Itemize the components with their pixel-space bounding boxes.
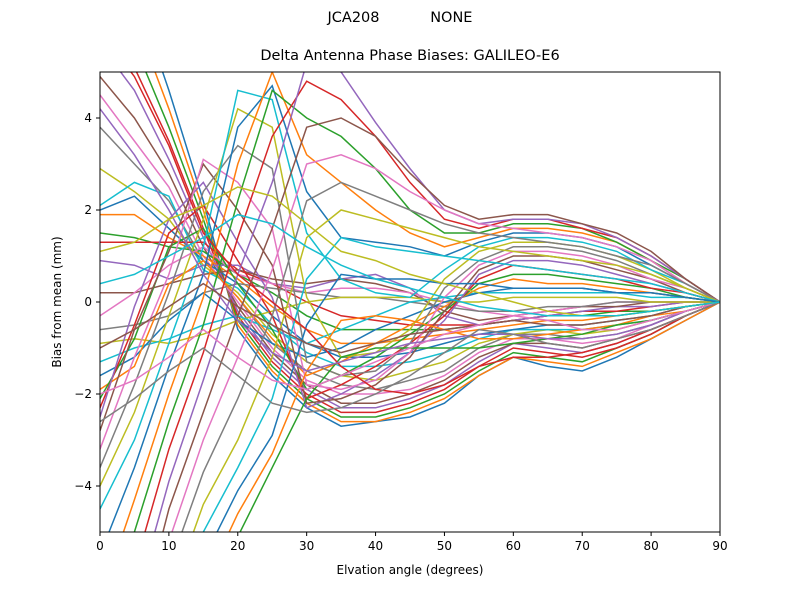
y-tick-label: 0 bbox=[84, 295, 92, 309]
series-line bbox=[100, 259, 720, 391]
x-tick-label: 30 bbox=[299, 539, 314, 553]
series-line bbox=[100, 89, 720, 510]
series-line bbox=[100, 282, 720, 354]
y-axis-label: Bias from mean (mm) bbox=[50, 236, 64, 367]
suptitle-station: JCA208 bbox=[327, 10, 380, 26]
x-tick-label: 80 bbox=[643, 539, 658, 553]
series-line bbox=[100, 108, 720, 372]
x-tick-label: 10 bbox=[161, 539, 176, 553]
x-axis: 0 10 20 30 40 50 60 70 80 90 bbox=[96, 532, 728, 553]
series-line bbox=[161, 72, 720, 427]
series-line bbox=[154, 72, 720, 532]
series-line bbox=[100, 162, 720, 432]
series-line bbox=[144, 80, 720, 532]
series-line bbox=[216, 273, 720, 532]
x-tick-label: 90 bbox=[712, 539, 727, 553]
series-line bbox=[181, 181, 720, 532]
series-line bbox=[100, 301, 720, 423]
series-line bbox=[239, 301, 720, 532]
series-line bbox=[154, 72, 720, 423]
series-line bbox=[171, 154, 720, 532]
x-tick-label: 40 bbox=[368, 539, 383, 553]
series-layer bbox=[100, 72, 720, 532]
chart-title: Delta Antenna Phase Biases: GALILEO-E6 bbox=[260, 48, 560, 64]
series-line bbox=[162, 117, 720, 532]
x-tick-label: 0 bbox=[96, 539, 104, 553]
y-tick-label: −4 bbox=[74, 479, 92, 493]
series-line bbox=[228, 301, 720, 532]
series-line bbox=[100, 301, 720, 395]
series-line bbox=[100, 213, 720, 317]
x-tick-label: 50 bbox=[437, 539, 452, 553]
y-tick-label: 2 bbox=[84, 203, 92, 217]
series-line bbox=[202, 236, 720, 532]
x-axis-label: Elvation angle (degrees) bbox=[337, 563, 484, 577]
series-line bbox=[130, 72, 720, 395]
y-tick-label: 4 bbox=[84, 111, 92, 125]
y-tick-label: −2 bbox=[74, 387, 92, 401]
x-tick-label: 70 bbox=[575, 539, 590, 553]
figure-suptitle: JCA208 NONE bbox=[0, 10, 800, 26]
suptitle-model: NONE bbox=[430, 10, 473, 26]
y-axis: −4 −2 0 2 4 bbox=[74, 111, 100, 493]
series-line bbox=[192, 209, 720, 532]
x-tick-label: 60 bbox=[506, 539, 521, 553]
x-tick-label: 20 bbox=[230, 539, 245, 553]
